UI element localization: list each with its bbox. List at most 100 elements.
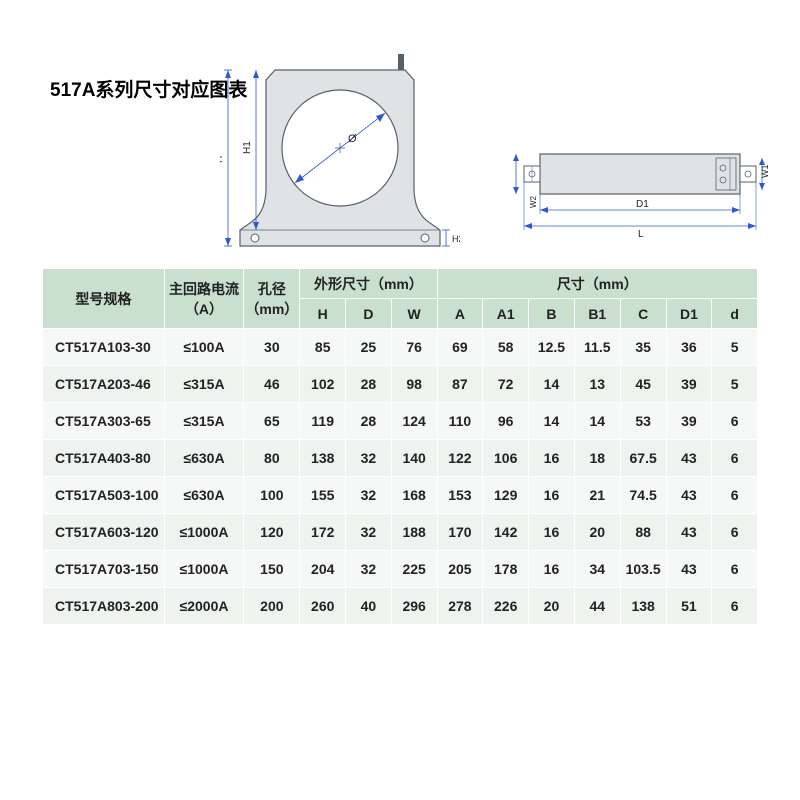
cell-d: 6 — [712, 514, 758, 551]
cell-A: 87 — [437, 366, 483, 403]
cell-W: 225 — [391, 551, 437, 588]
th-dims: 尺寸（mm） — [437, 269, 757, 299]
cell-current: ≤1000A — [164, 551, 244, 588]
table-row: CT517A203-46≤315A4610228988772141345395 — [43, 366, 758, 403]
cell-H: 155 — [300, 477, 346, 514]
cell-C: 88 — [620, 514, 666, 551]
table-row: CT517A103-30≤100A30852576695812.511.5353… — [43, 329, 758, 366]
cell-H: 85 — [300, 329, 346, 366]
cell-d: 6 — [712, 551, 758, 588]
cell-B1: 44 — [574, 588, 620, 625]
cell-D1: 43 — [666, 440, 712, 477]
th-W: W — [391, 299, 437, 329]
cell-d: 6 — [712, 403, 758, 440]
table-row: CT517A303-65≤315A65119281241109614145339… — [43, 403, 758, 440]
cell-B: 14 — [529, 403, 575, 440]
cell-C: 67.5 — [620, 440, 666, 477]
th-model: 型号规格 — [43, 269, 165, 329]
cell-W: 296 — [391, 588, 437, 625]
cell-D: 40 — [346, 588, 392, 625]
cell-D1: 43 — [666, 477, 712, 514]
cell-B1: 11.5 — [574, 329, 620, 366]
th-B1: B1 — [574, 299, 620, 329]
svg-text:L: L — [638, 229, 644, 240]
cell-d: 5 — [712, 366, 758, 403]
cell-B1: 21 — [574, 477, 620, 514]
cell-current: ≤630A — [164, 477, 244, 514]
cell-B1: 18 — [574, 440, 620, 477]
cell-A1: 72 — [483, 366, 529, 403]
cell-W: 168 — [391, 477, 437, 514]
cell-B1: 13 — [574, 366, 620, 403]
cell-D1: 39 — [666, 366, 712, 403]
cell-model: CT517A703-150 — [43, 551, 165, 588]
cell-A: 122 — [437, 440, 483, 477]
cell-B: 14 — [529, 366, 575, 403]
cell-C: 74.5 — [620, 477, 666, 514]
cell-D1: 36 — [666, 329, 712, 366]
cell-d: 6 — [712, 440, 758, 477]
cell-D: 28 — [346, 403, 392, 440]
cell-C: 138 — [620, 588, 666, 625]
cell-B: 16 — [529, 514, 575, 551]
th-current: 主回路电流 （A） — [164, 269, 244, 329]
cell-W: 124 — [391, 403, 437, 440]
cell-A: 69 — [437, 329, 483, 366]
th-aperture: 孔径 （mm） — [244, 269, 300, 329]
cell-D1: 43 — [666, 514, 712, 551]
svg-text:D1: D1 — [636, 199, 649, 210]
cell-aperture: 65 — [244, 403, 300, 440]
cell-W: 140 — [391, 440, 437, 477]
cell-A1: 142 — [483, 514, 529, 551]
cell-H: 172 — [300, 514, 346, 551]
cell-A1: 106 — [483, 440, 529, 477]
cell-D1: 43 — [666, 551, 712, 588]
cell-A1: 96 — [483, 403, 529, 440]
cell-B1: 20 — [574, 514, 620, 551]
cell-D: 32 — [346, 440, 392, 477]
cell-B: 16 — [529, 440, 575, 477]
cell-D: 28 — [346, 366, 392, 403]
svg-text:H1: H1 — [242, 141, 253, 154]
cell-A: 170 — [437, 514, 483, 551]
table-row: CT517A803-200≤2000A200260402962782262044… — [43, 588, 758, 625]
th-aperture-unit: （mm） — [245, 299, 298, 319]
cell-current: ≤2000A — [164, 588, 244, 625]
page-container: 517A系列尺寸对应图表 H — [0, 0, 800, 800]
table-row: CT517A603-120≤1000A120172321881701421620… — [43, 514, 758, 551]
cell-model: CT517A203-46 — [43, 366, 165, 403]
cell-d: 6 — [712, 477, 758, 514]
svg-text:H2: H2 — [452, 234, 460, 244]
table-row: CT517A403-80≤630A8013832140122106161867.… — [43, 440, 758, 477]
cell-B: 20 — [529, 588, 575, 625]
cell-C: 45 — [620, 366, 666, 403]
cell-A1: 226 — [483, 588, 529, 625]
cell-current: ≤315A — [164, 403, 244, 440]
cell-aperture: 30 — [244, 329, 300, 366]
diagram-area: 517A系列尺寸对应图表 H — [0, 0, 800, 270]
cell-A: 278 — [437, 588, 483, 625]
front-view-diagram: H H1 H2 Ø — [220, 48, 460, 263]
cell-D: 25 — [346, 329, 392, 366]
cell-B: 16 — [529, 551, 575, 588]
svg-text:H: H — [220, 156, 225, 163]
cell-D: 32 — [346, 551, 392, 588]
cell-aperture: 120 — [244, 514, 300, 551]
th-D1: D1 — [666, 299, 712, 329]
cell-aperture: 200 — [244, 588, 300, 625]
cell-B1: 14 — [574, 403, 620, 440]
svg-text:W2: W2 — [529, 195, 538, 208]
page-title: 517A系列尺寸对应图表 — [50, 75, 247, 102]
cell-H: 138 — [300, 440, 346, 477]
th-H: H — [300, 299, 346, 329]
cell-model: CT517A403-80 — [43, 440, 165, 477]
cell-A: 110 — [437, 403, 483, 440]
spec-tbody: CT517A103-30≤100A30852576695812.511.5353… — [43, 329, 758, 625]
spec-table: 型号规格 主回路电流 （A） 孔径 （mm） 外形尺寸（mm） 尺寸（mm） H… — [42, 268, 758, 625]
cell-current: ≤100A — [164, 329, 244, 366]
cell-A1: 129 — [483, 477, 529, 514]
table-row: CT517A503-100≤630A1001553216815312916217… — [43, 477, 758, 514]
cell-H: 204 — [300, 551, 346, 588]
th-B: B — [529, 299, 575, 329]
cell-aperture: 100 — [244, 477, 300, 514]
